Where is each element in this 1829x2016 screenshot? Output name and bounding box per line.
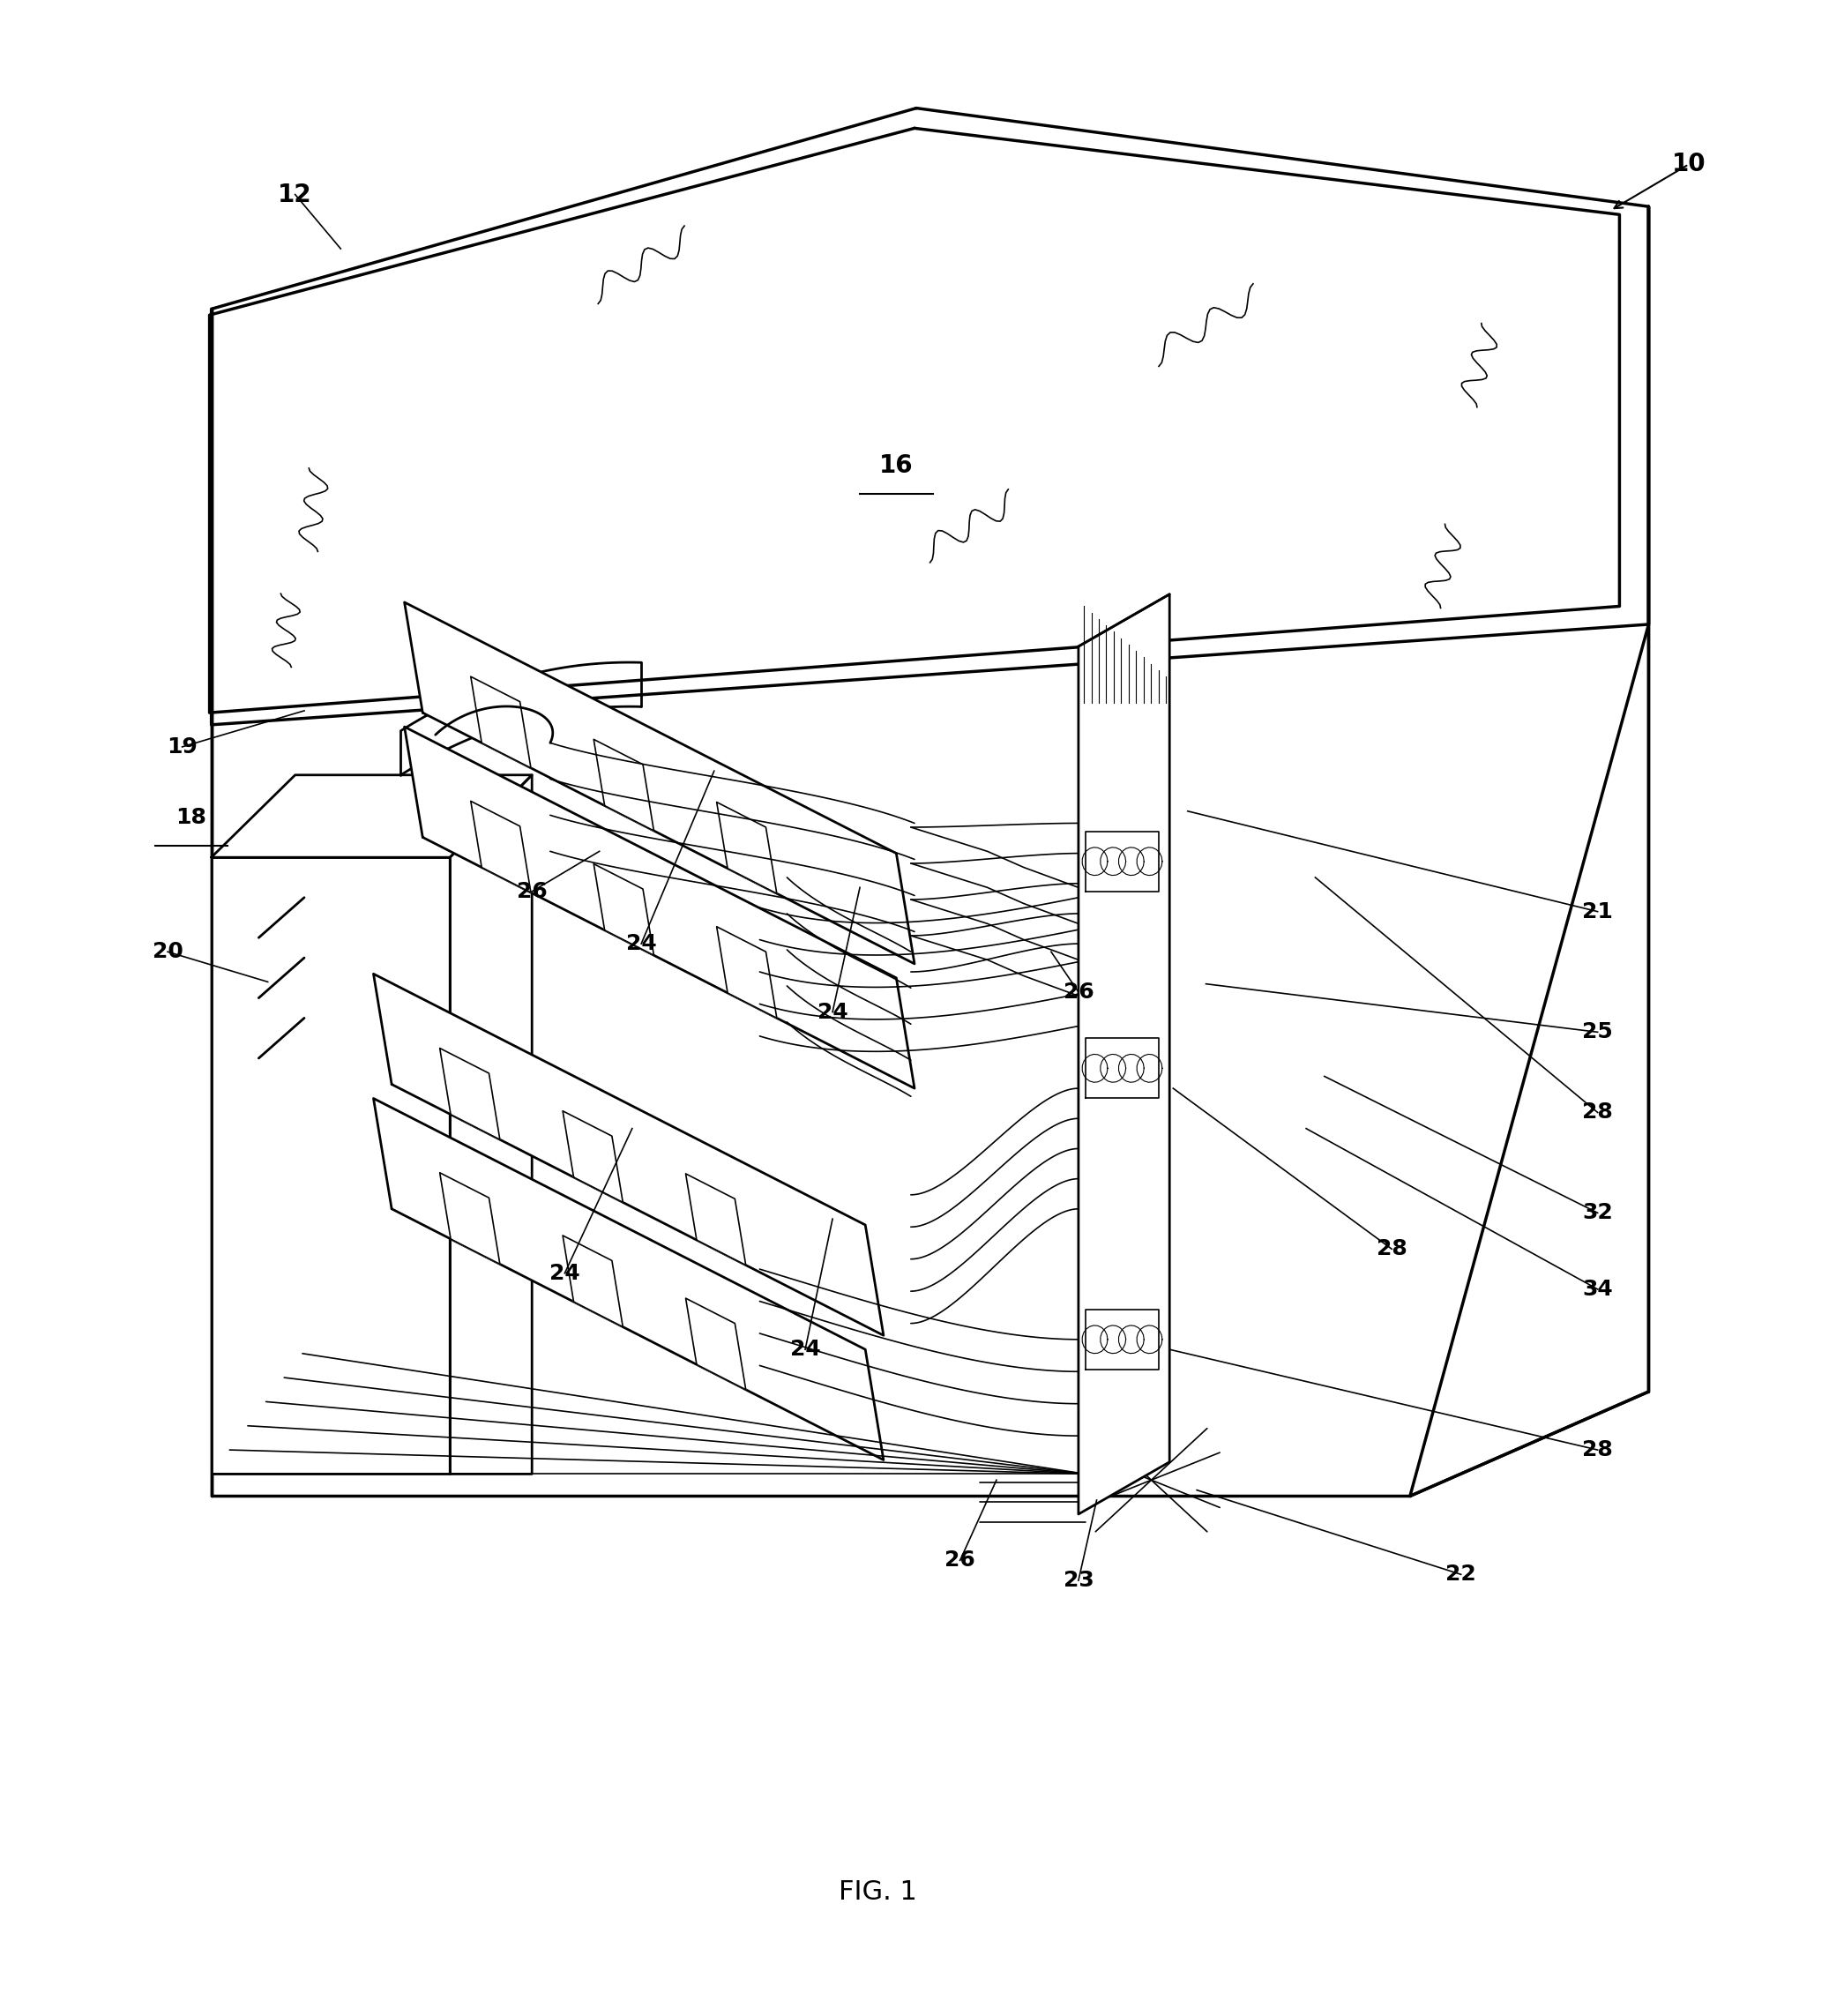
Polygon shape	[1086, 1308, 1158, 1369]
Text: 34: 34	[1582, 1278, 1613, 1300]
Text: 19: 19	[166, 736, 198, 758]
Text: 25: 25	[1582, 1022, 1613, 1042]
Polygon shape	[686, 1173, 746, 1266]
Text: 23: 23	[1063, 1570, 1094, 1591]
Polygon shape	[212, 774, 532, 857]
Text: 26: 26	[516, 881, 547, 901]
Text: 22: 22	[1445, 1564, 1476, 1585]
Text: 10: 10	[1672, 151, 1706, 177]
Text: 28: 28	[1582, 1103, 1613, 1123]
Text: 28: 28	[1582, 1439, 1613, 1460]
Text: 24: 24	[549, 1262, 580, 1284]
Polygon shape	[470, 677, 530, 768]
Polygon shape	[404, 728, 914, 1089]
Polygon shape	[1079, 595, 1169, 1514]
Polygon shape	[1410, 206, 1648, 1496]
Polygon shape	[594, 865, 653, 956]
Polygon shape	[717, 802, 777, 893]
Polygon shape	[450, 774, 532, 1474]
Polygon shape	[404, 603, 914, 964]
Text: 26: 26	[1063, 982, 1094, 1002]
Text: 28: 28	[1377, 1238, 1407, 1260]
Polygon shape	[686, 1298, 746, 1389]
Polygon shape	[563, 1236, 624, 1327]
Text: 12: 12	[278, 181, 313, 208]
Text: 24: 24	[818, 1002, 849, 1022]
Text: 32: 32	[1582, 1202, 1613, 1224]
Polygon shape	[594, 740, 653, 831]
Text: 18: 18	[176, 806, 207, 829]
Polygon shape	[563, 1111, 624, 1202]
Polygon shape	[212, 109, 1648, 726]
Polygon shape	[439, 1173, 499, 1264]
Text: 24: 24	[790, 1339, 821, 1361]
Polygon shape	[373, 974, 883, 1335]
Text: 16: 16	[880, 454, 913, 478]
Polygon shape	[439, 1048, 499, 1139]
Polygon shape	[373, 1099, 883, 1460]
Text: 24: 24	[626, 933, 657, 954]
Text: 20: 20	[152, 941, 183, 962]
Polygon shape	[212, 857, 450, 1474]
Text: 21: 21	[1582, 901, 1613, 921]
Polygon shape	[470, 800, 530, 893]
Polygon shape	[1086, 831, 1158, 891]
Text: 26: 26	[946, 1550, 975, 1570]
Polygon shape	[210, 129, 1619, 714]
Text: FIG. 1: FIG. 1	[840, 1879, 918, 1905]
Polygon shape	[1086, 1038, 1158, 1099]
Polygon shape	[717, 927, 777, 1018]
